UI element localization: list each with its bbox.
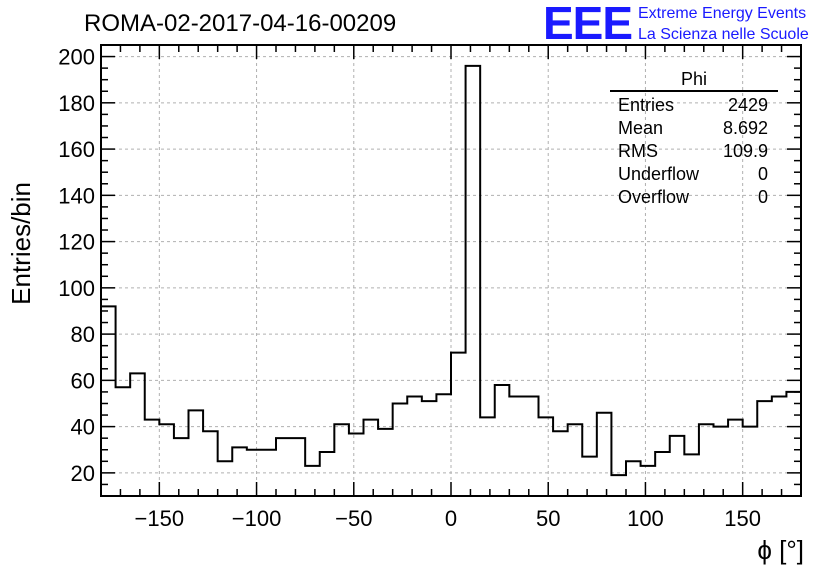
stats-label: Underflow bbox=[618, 164, 700, 184]
histogram-bin bbox=[276, 438, 291, 496]
x-tick-label: 0 bbox=[445, 506, 457, 531]
histogram-bin bbox=[334, 424, 349, 496]
y-tick-label: 20 bbox=[71, 461, 95, 486]
histogram-bin bbox=[757, 401, 772, 496]
histogram-bin bbox=[349, 434, 364, 496]
x-tick-label: −100 bbox=[232, 506, 282, 531]
histogram-bin bbox=[772, 397, 787, 496]
histogram-bin bbox=[378, 429, 393, 496]
stats-label: RMS bbox=[618, 141, 658, 161]
logo-line-2: La Scienza nelle Scuole bbox=[638, 26, 809, 43]
x-tick-label: 100 bbox=[627, 506, 664, 531]
histogram-bin bbox=[130, 373, 145, 496]
histogram-bin bbox=[597, 413, 612, 496]
stats-divider bbox=[610, 90, 778, 92]
histogram-bin bbox=[320, 452, 335, 496]
histogram-bin bbox=[480, 417, 495, 496]
y-tick-label: 160 bbox=[58, 137, 95, 162]
histogram-bin bbox=[714, 427, 729, 496]
histogram-bin bbox=[553, 431, 568, 496]
histogram-bin bbox=[466, 66, 481, 496]
y-tick-label: 180 bbox=[58, 91, 95, 116]
y-tick-label: 80 bbox=[71, 322, 95, 347]
histogram-bin bbox=[174, 438, 189, 496]
histogram-outline bbox=[100, 64, 802, 496]
histogram-bin bbox=[407, 397, 422, 496]
stats-row-overflow: Overflow 0 bbox=[610, 186, 778, 209]
histogram-bin bbox=[203, 431, 218, 496]
histogram-bin bbox=[305, 466, 320, 496]
stats-value: 8.692 bbox=[722, 118, 768, 138]
logo-line-1: Extreme Energy Events bbox=[638, 5, 807, 22]
histogram-bin bbox=[218, 461, 233, 496]
histogram-bin bbox=[626, 461, 641, 496]
stats-value: 0 bbox=[757, 187, 768, 207]
histogram-bin bbox=[699, 424, 714, 496]
histogram-bin bbox=[539, 417, 554, 496]
y-tick-label: 60 bbox=[71, 368, 95, 393]
histogram-bin bbox=[451, 353, 466, 496]
histogram-bin bbox=[728, 420, 743, 496]
stats-row-rms: RMS 109.9 bbox=[610, 140, 778, 163]
histogram-bin bbox=[786, 392, 801, 496]
histogram-bin bbox=[582, 457, 597, 496]
y-tick-label: 140 bbox=[58, 183, 95, 208]
histogram-bin bbox=[670, 436, 685, 496]
eee-logo: EEE bbox=[543, 0, 633, 49]
x-tick-label: −150 bbox=[135, 506, 185, 531]
histogram-bin bbox=[743, 427, 758, 496]
histogram-bin bbox=[436, 394, 451, 496]
histogram-bin bbox=[509, 397, 524, 496]
histogram-bin bbox=[568, 424, 583, 496]
stats-value: 0 bbox=[757, 164, 768, 184]
histogram-bin bbox=[495, 385, 510, 496]
stats-row-mean: Mean 8.692 bbox=[610, 117, 778, 140]
stats-label: Entries bbox=[618, 95, 675, 115]
chart-title: ROMA-02-2017-04-16-00209 bbox=[84, 10, 397, 37]
x-tick-label: 50 bbox=[536, 506, 560, 531]
stats-row-underflow: Underflow 0 bbox=[610, 163, 778, 186]
y-tick-label: 100 bbox=[58, 276, 95, 301]
histogram-bin bbox=[611, 475, 626, 496]
stats-row-entries: Entries 2429 bbox=[610, 94, 778, 117]
histogram-bin bbox=[232, 447, 247, 496]
stats-label: Mean bbox=[618, 118, 664, 138]
histogram-bin bbox=[641, 466, 656, 496]
histogram-bin bbox=[422, 401, 437, 496]
histogram-bin bbox=[116, 387, 131, 496]
x-tick-label: −50 bbox=[335, 506, 372, 531]
histogram-bin bbox=[524, 397, 539, 496]
histogram-bin bbox=[291, 438, 306, 496]
stats-value: 2429 bbox=[727, 95, 768, 115]
histogram-bin bbox=[189, 410, 204, 496]
histogram-bin bbox=[393, 403, 408, 496]
y-axis-label: Entries/bin bbox=[6, 182, 36, 305]
x-axis-label: ϕ [°] bbox=[757, 535, 804, 565]
x-tick-label: 150 bbox=[724, 506, 761, 531]
stats-box: Phi Entries 2429 Mean 8.692 RMS 109.9 Un… bbox=[610, 68, 778, 209]
stats-value: 109.9 bbox=[722, 141, 768, 161]
histogram-bin bbox=[684, 454, 699, 496]
histogram-bin bbox=[364, 420, 379, 496]
stats-title: Phi bbox=[680, 69, 707, 89]
histogram-bin bbox=[159, 424, 174, 496]
histogram-bin bbox=[145, 420, 160, 496]
histogram-bin bbox=[655, 452, 670, 496]
y-tick-label: 200 bbox=[58, 45, 95, 70]
y-tick-label: 120 bbox=[58, 230, 95, 255]
stats-label: Overflow bbox=[618, 187, 690, 207]
y-tick-label: 40 bbox=[71, 415, 95, 440]
